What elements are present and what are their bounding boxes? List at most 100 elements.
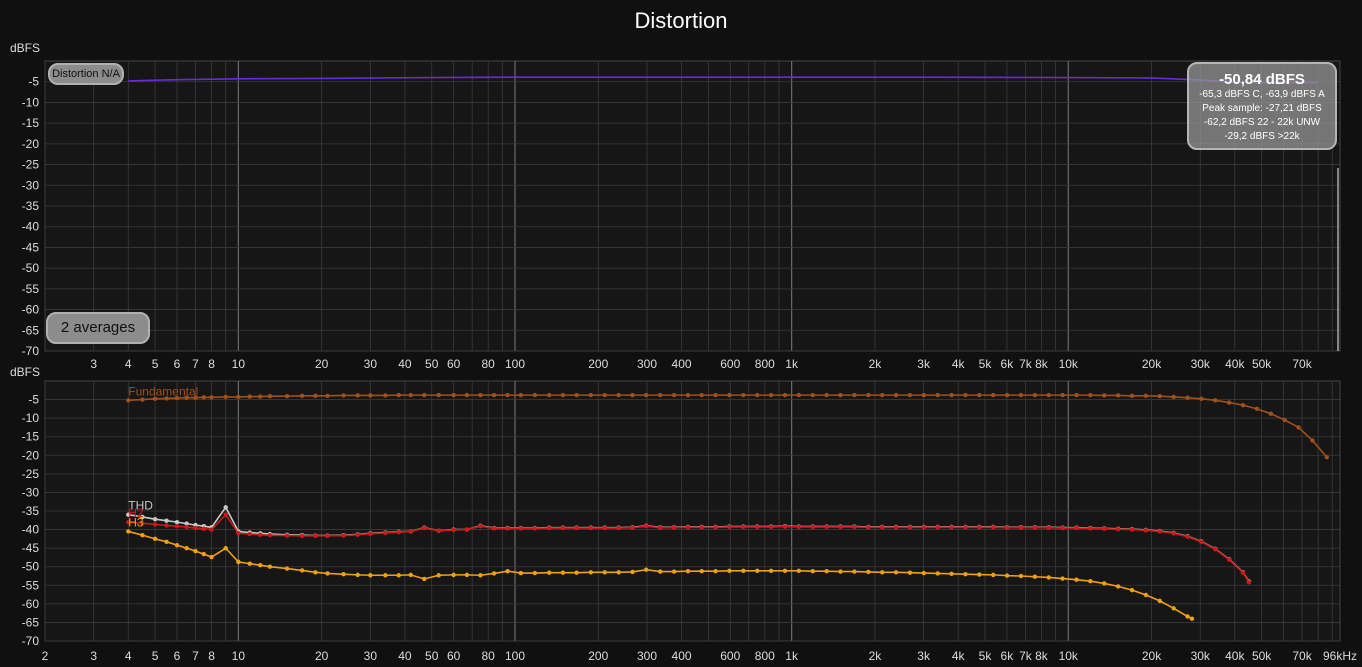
fundamental-point — [755, 392, 760, 398]
h3-point — [491, 571, 497, 576]
fundamental-point — [140, 397, 145, 402]
h3-point — [782, 568, 788, 573]
fundamental-point — [201, 395, 206, 400]
h2-point — [247, 531, 253, 537]
thd-label: THD — [128, 499, 153, 513]
x-tick-label: 80 — [482, 357, 496, 371]
h2-point — [408, 529, 413, 534]
h2-point — [741, 524, 746, 530]
averages-badge[interactable]: 2 averages — [46, 312, 150, 344]
fundamental-point — [1213, 398, 1218, 403]
fundamental-point — [1004, 392, 1010, 398]
h3-point — [977, 572, 982, 577]
h2-point — [727, 524, 732, 530]
y-tick-label: -55 — [22, 578, 40, 592]
fundamental-point — [223, 394, 228, 400]
h3-point — [247, 561, 253, 566]
x-tick-label: 100 — [505, 649, 525, 663]
fundamental-point — [422, 392, 427, 398]
thd-point — [152, 516, 158, 522]
h2-point — [713, 525, 718, 530]
fundamental-point — [1310, 438, 1315, 443]
x-tick-label: 70k — [1292, 649, 1312, 663]
h3-point — [588, 570, 594, 575]
x-tick-label: 3 — [90, 649, 97, 663]
x-tick-label: 60 — [447, 649, 461, 663]
h2-point — [313, 533, 318, 539]
h2-point — [325, 533, 330, 539]
distortion-badge[interactable]: Distortion N/A — [48, 63, 124, 85]
h3-point — [505, 568, 510, 574]
fundamental-point — [341, 393, 346, 398]
x-tick-label: 3k — [917, 649, 931, 663]
h2-point — [422, 525, 427, 531]
fundamental-point — [1185, 395, 1190, 400]
h3-point — [852, 569, 857, 574]
h3-point — [879, 570, 885, 575]
x-tick-label: 300 — [637, 357, 657, 371]
level-readout[interactable]: -50,84 dBFS -65,3 dBFS C, -63,9 dBFS A P… — [1187, 62, 1337, 150]
h2-point — [1018, 525, 1024, 530]
thd-point — [126, 512, 131, 517]
h2-point — [1129, 527, 1135, 532]
fundamental-point — [408, 392, 413, 398]
h2-point — [907, 525, 913, 530]
fundamental-point — [1226, 400, 1232, 405]
fundamental-point — [1268, 411, 1274, 416]
h3-point — [1004, 573, 1010, 578]
h3-point — [1143, 592, 1149, 598]
h2-point — [236, 531, 241, 536]
x-tick-label: 2k — [869, 357, 883, 371]
y-tick-label: -5 — [28, 393, 39, 407]
x-tick-label: 400 — [672, 649, 692, 663]
fundamental-point — [1102, 393, 1107, 398]
fundamental-point — [1199, 396, 1204, 402]
readout-line: -65,3 dBFS C, -63,9 dBFS A — [1199, 89, 1325, 100]
fundamental-point — [921, 392, 927, 398]
fundamental-point — [383, 393, 388, 398]
h2-point — [1032, 525, 1038, 530]
fundamental-point — [643, 392, 649, 398]
h3-point — [935, 571, 940, 576]
x-tick-label: 40 — [398, 649, 412, 663]
fundamental-point — [977, 392, 982, 398]
x-tick-label: 30k — [1191, 649, 1211, 663]
fundamental-point — [1143, 393, 1149, 399]
h3-point — [422, 576, 427, 582]
h2-point — [1004, 525, 1010, 530]
h3-point — [258, 563, 263, 568]
thd-point — [184, 521, 189, 526]
readout-line: -29,2 dBFS >22k — [1224, 131, 1300, 142]
x-tick-label: 8k — [1035, 649, 1049, 663]
fundamental-point — [658, 392, 663, 398]
h2-point — [1046, 525, 1051, 530]
h3-point — [164, 539, 169, 545]
fundamental-point — [1282, 417, 1287, 423]
spectrum-panel: -5 -10 -15 -20 -25 -30 -35 -40 -45 -50 -55 -60 -65 -7… — [10, 41, 1341, 371]
thd-point — [140, 514, 145, 520]
h3-point — [727, 568, 732, 573]
h2-point — [223, 512, 228, 517]
fundamental-point — [396, 392, 401, 398]
fundamental-point — [174, 395, 180, 401]
x-tick-label: 4k — [952, 649, 966, 663]
h2-point — [532, 526, 538, 531]
x-tick-label: 4k — [952, 357, 966, 371]
h2-point — [658, 525, 663, 530]
h3-point — [838, 569, 843, 574]
h3-point — [236, 559, 241, 565]
h3-point — [1074, 577, 1079, 582]
h2-point — [451, 527, 456, 533]
h3-point — [325, 571, 330, 576]
fundamental-label: Fundamental — [128, 384, 198, 398]
fundamental-point — [824, 392, 829, 398]
x-tick-label: 20k — [1142, 357, 1162, 371]
x-tick-label: 800 — [755, 649, 775, 663]
y-tick-label: -65 — [22, 615, 40, 629]
h3-point — [174, 542, 180, 548]
h3-point — [313, 570, 318, 575]
fundamental-point — [1240, 402, 1246, 408]
h2-point — [464, 527, 470, 532]
h2-point — [201, 526, 206, 532]
h3-point — [152, 536, 158, 542]
